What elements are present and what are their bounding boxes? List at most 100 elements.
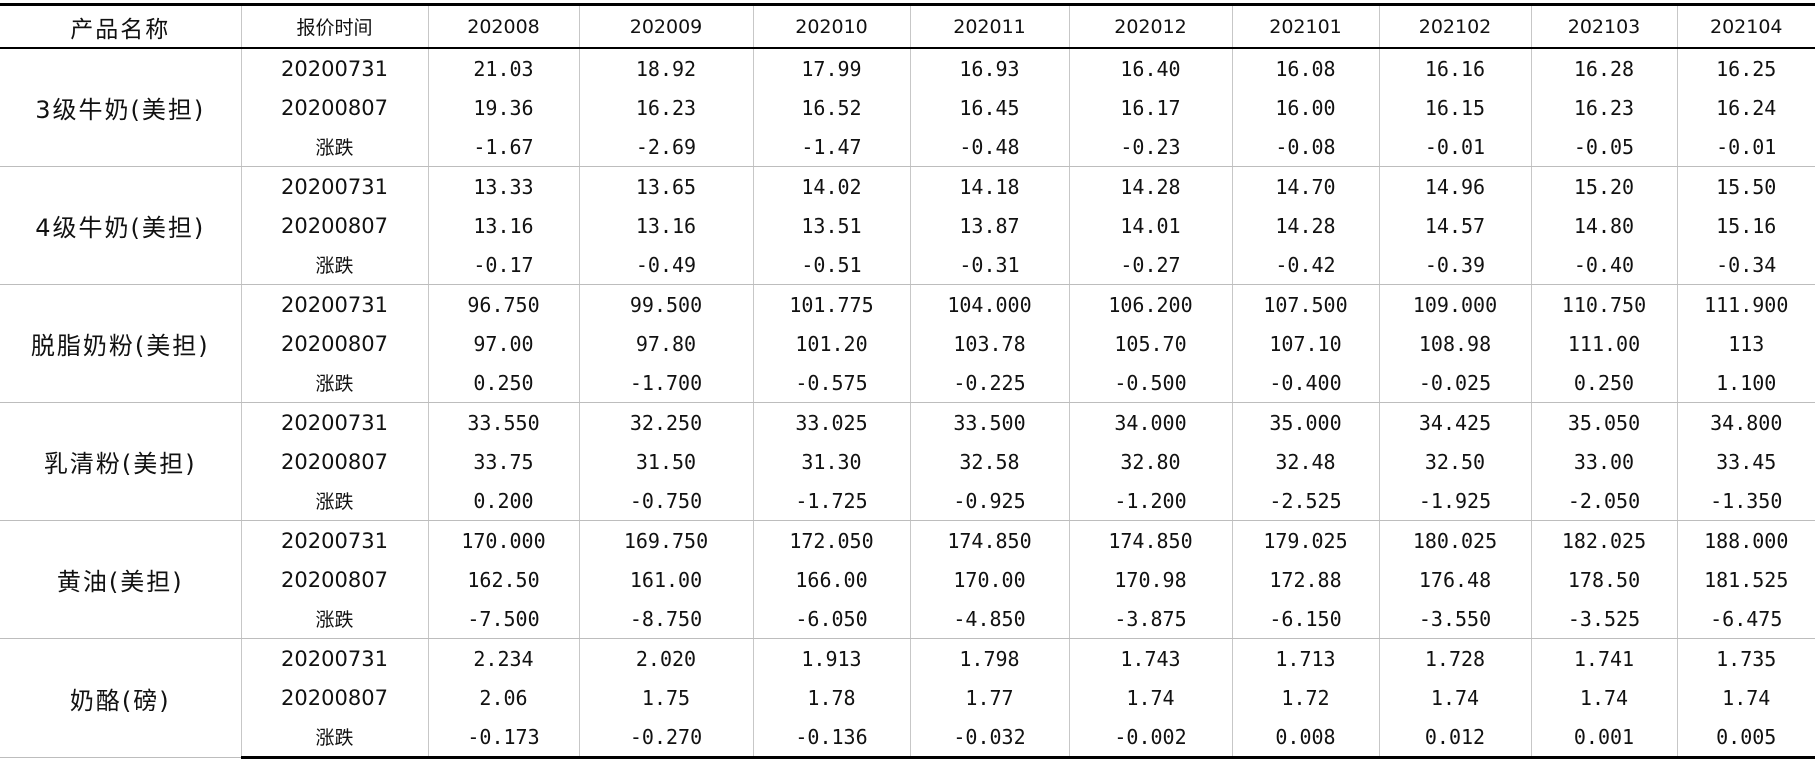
price-value: 16.17 (1069, 88, 1233, 127)
price-value: -0.500 (1069, 363, 1233, 403)
price-value: -0.400 (1232, 363, 1380, 403)
price-value: 14.01 (1069, 206, 1233, 245)
price-value: -0.48 (910, 127, 1070, 167)
price-value: 1.713 (1232, 638, 1380, 678)
price-value: 32.48 (1232, 442, 1380, 481)
quote-date: 20200731 (241, 48, 429, 88)
price-value: -0.002 (1069, 717, 1233, 759)
price-value: 161.00 (579, 560, 754, 599)
price-value: 180.025 (1379, 520, 1532, 560)
price-value: -0.01 (1379, 127, 1532, 167)
price-value: -0.17 (428, 245, 580, 285)
price-value: 108.98 (1379, 324, 1532, 363)
price-value: -3.875 (1069, 599, 1233, 639)
product-name: 4级牛奶(美担) (0, 166, 242, 285)
price-value: 16.08 (1232, 48, 1380, 88)
price-value: 14.28 (1069, 166, 1233, 206)
price-value: -2.050 (1531, 481, 1678, 521)
price-value: 16.24 (1716, 95, 1777, 120)
price-value: 97.80 (579, 324, 754, 363)
table-row: 涨跌 0.250 -1.700 -0.575 -0.225 -0.500 -0.400 -0.… (0, 363, 1815, 403)
price-value: 32.58 (910, 442, 1070, 481)
table-row: 20200807 13.16 13.16 13.51 13.87 14.01 14.28 14… (0, 206, 1815, 245)
price-value: 169.750 (579, 520, 754, 560)
price-value: 1.74 (1069, 678, 1233, 717)
table-row: 脱脂奶粉(美担) 20200731 96.750 99.500 101.775 104.0… (0, 284, 1815, 403)
price-value: -0.05 (1531, 127, 1678, 167)
price-value: 33.500 (910, 402, 1070, 442)
table-row: 20200807 33.75 31.50 31.30 32.58 32.80 32.48 32… (0, 442, 1815, 481)
price-value: 35.050 (1531, 402, 1678, 442)
price-value: 18.92 (579, 48, 754, 88)
price-value: 1.72 (1232, 678, 1380, 717)
price-value: -1.700 (579, 363, 754, 403)
table-row: 涨跌 -1.67 -2.69 -1.47 -0.48 -0.23 -0.08 -0.01 -0.… (0, 127, 1815, 167)
price-value: 0.008 (1232, 717, 1380, 759)
price-value: 16.93 (910, 48, 1070, 88)
price-value: -0.49 (579, 245, 754, 285)
price-value: 14.96 (1379, 166, 1532, 206)
header-month: 202011 (910, 3, 1070, 49)
quote-date: 20200731 (241, 402, 429, 442)
price-value: -1.725 (753, 481, 911, 521)
header-quote-time: 报价时间 (241, 3, 429, 49)
price-value: 15.50 (1716, 174, 1777, 199)
header-month: 202010 (753, 3, 911, 49)
price-value: 16.23 (579, 88, 754, 127)
quote-date: 20200807 (241, 442, 429, 481)
price-value: -0.575 (753, 363, 911, 403)
price-value: 0.012 (1379, 717, 1532, 759)
price-value: 170.000 (428, 520, 580, 560)
price-value: 33.550 (428, 402, 580, 442)
header-row: 产品名称 报价时间 202008 202009 202010 202011 202012 20… (0, 3, 1815, 49)
quote-date: 20200807 (241, 88, 429, 127)
price-value: 174.850 (910, 520, 1070, 560)
product-name: 脱脂奶粉(美担) (0, 284, 242, 403)
price-value: -7.500 (428, 599, 580, 639)
price-value: 1.913 (753, 638, 911, 678)
header-month: 202103 (1531, 3, 1678, 49)
price-value: 0.200 (428, 481, 580, 521)
price-value: 13.51 (753, 206, 911, 245)
table-row: 涨跌 -7.500 -8.750 -6.050 -4.850 -3.875 -6.150 -3… (0, 599, 1815, 639)
price-value: 2.06 (428, 678, 580, 717)
quote-date: 20200807 (241, 206, 429, 245)
price-value: 31.30 (753, 442, 911, 481)
table-row: 3级牛奶(美担) 20200731 21.03 18.92 17.99 16.93 16.4… (0, 48, 1815, 167)
price-value: 111.900 (1704, 292, 1789, 317)
price-value: 0.250 (428, 363, 580, 403)
price-value: 14.70 (1232, 166, 1380, 206)
change-label: 涨跌 (241, 363, 429, 403)
table-row: 乳清粉(美担) 20200731 33.550 32.250 33.025 33.500 3… (0, 402, 1815, 521)
price-value: -1.67 (428, 127, 580, 167)
price-value: 13.16 (579, 206, 754, 245)
change-label: 涨跌 (241, 127, 429, 167)
price-value: 1.74 (1531, 678, 1678, 717)
price-value: 16.52 (753, 88, 911, 127)
price-value: 15.20 (1531, 166, 1678, 206)
price-value: 33.00 (1531, 442, 1678, 481)
price-value: 107.500 (1232, 284, 1380, 324)
price-value: 34.800 (1710, 410, 1783, 435)
table-row: 20200807 19.36 16.23 16.52 16.45 16.17 16.00 16… (0, 88, 1815, 127)
quote-date: 20200731 (241, 638, 429, 678)
price-value: 33.025 (753, 402, 911, 442)
price-value: -0.27 (1069, 245, 1233, 285)
price-value: 13.87 (910, 206, 1070, 245)
table-row: 涨跌 -0.17 -0.49 -0.51 -0.31 -0.27 -0.42 -0.39 -0.… (0, 245, 1815, 285)
price-value: 96.750 (428, 284, 580, 324)
header-product-name: 产品名称 (0, 3, 242, 49)
price-value: 21.03 (428, 48, 580, 88)
price-value: 105.70 (1069, 324, 1233, 363)
price-value: 101.20 (753, 324, 911, 363)
price-value: -0.40 (1531, 245, 1678, 285)
price-value: 13.33 (428, 166, 580, 206)
change-label: 涨跌 (241, 481, 429, 521)
price-value: 182.025 (1531, 520, 1678, 560)
price-value: -0.08 (1232, 127, 1380, 167)
price-value: 110.750 (1531, 284, 1678, 324)
price-value: 31.50 (579, 442, 754, 481)
price-value: -0.31 (910, 245, 1070, 285)
price-value: -0.42 (1232, 245, 1380, 285)
table-body: 3级牛奶(美担) 20200731 21.03 18.92 17.99 16.93 16.4… (0, 48, 1815, 759)
